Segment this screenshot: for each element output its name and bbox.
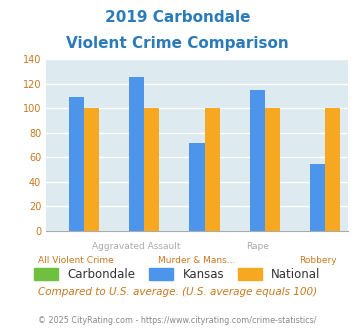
- Bar: [250, 90, 265, 231]
- Bar: [190, 143, 204, 231]
- Bar: [84, 109, 99, 231]
- Text: Violent Crime Comparison: Violent Crime Comparison: [66, 36, 289, 51]
- Bar: [204, 109, 220, 231]
- Bar: [265, 109, 280, 231]
- Text: Murder & Mans...: Murder & Mans...: [158, 256, 236, 265]
- Text: © 2025 CityRating.com - https://www.cityrating.com/crime-statistics/: © 2025 CityRating.com - https://www.city…: [38, 315, 317, 325]
- Bar: [129, 77, 144, 231]
- Bar: [310, 164, 325, 231]
- Text: Robbery: Robbery: [299, 256, 337, 265]
- Bar: [325, 109, 340, 231]
- Text: All Violent Crime: All Violent Crime: [38, 256, 114, 265]
- Text: 2019 Carbondale: 2019 Carbondale: [105, 10, 250, 25]
- Legend: Carbondale, Kansas, National: Carbondale, Kansas, National: [29, 263, 326, 286]
- Text: Rape: Rape: [246, 242, 269, 251]
- Text: Compared to U.S. average. (U.S. average equals 100): Compared to U.S. average. (U.S. average …: [38, 287, 317, 297]
- Bar: [144, 109, 159, 231]
- Bar: [69, 97, 84, 231]
- Text: Aggravated Assault: Aggravated Assault: [92, 242, 181, 251]
